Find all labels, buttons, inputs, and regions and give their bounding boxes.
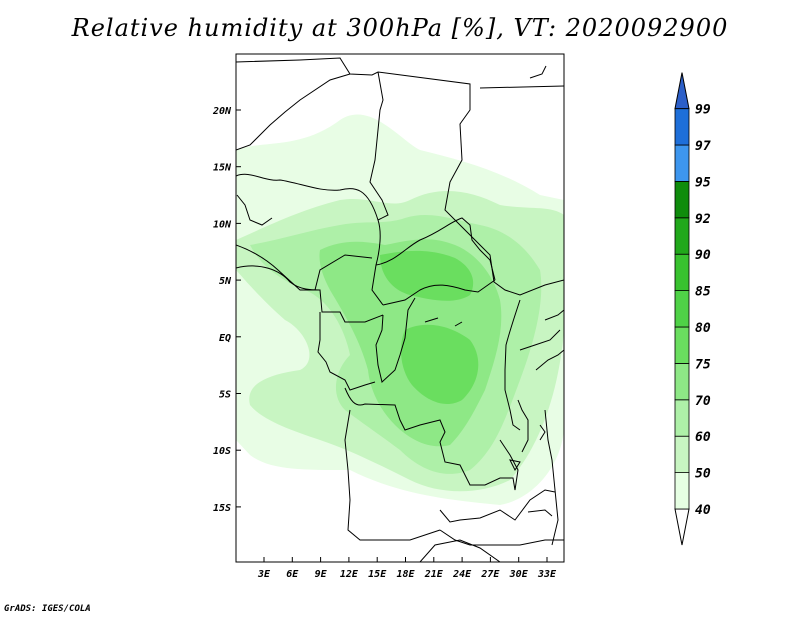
colorbar-label: 95 (695, 175, 711, 190)
colorbar-segment (674, 399, 690, 437)
lon-tick-label: 9E (315, 569, 328, 580)
colorbar-segment (674, 435, 690, 474)
colorbar-label: 75 (695, 357, 711, 372)
lon-tick-label: 30E (509, 569, 529, 580)
colorbar-segment (674, 253, 690, 291)
colorbar: 40 50 60 70 75 80 85 90 92 95 97 99 (674, 72, 711, 546)
colorbar-label: 50 (695, 467, 711, 482)
lon-tick-label: 24E (452, 569, 472, 580)
colorbar-segment (674, 144, 690, 182)
colorbar-segment (674, 180, 690, 219)
colorbar-segment (674, 290, 690, 328)
humidity-field (236, 114, 564, 506)
lon-tick-label: 3E (257, 569, 271, 580)
humidity-region-75 (380, 250, 474, 301)
colorbar-label: 99 (695, 103, 711, 118)
colorbar-segment (674, 217, 690, 255)
colorbar-segment (674, 362, 690, 401)
lat-tick-label: 15S (213, 503, 231, 514)
lon-tick-label: 33E (537, 569, 557, 580)
colorbar-segment (674, 326, 690, 364)
colorbar-segment (674, 108, 690, 146)
lon-tick-label: 21E (424, 569, 444, 580)
map-title: Relative humidity at 300hPa [%], VT: 202… (71, 14, 729, 42)
lat-tick-label: 20N (212, 106, 232, 117)
humidity-region-75-south (400, 324, 479, 405)
lon-tick-label: 15E (368, 569, 387, 580)
lat-tick-label: 5S (219, 390, 231, 401)
map-frame (235, 53, 565, 563)
lat-tick-label: 5N (219, 276, 232, 287)
longitude-axis: 3E 6E 9E 12E 15E 18E 21E 24E 27E 30E 33E (257, 557, 557, 580)
colorbar-lower-extend (674, 508, 690, 546)
colorbar-label: 60 (695, 430, 711, 445)
lat-tick-label: 10S (213, 446, 231, 457)
lat-tick-label: EQ (219, 333, 231, 344)
colorbar-label: 70 (695, 394, 711, 409)
colorbar-label: 85 (695, 285, 711, 300)
colorbar-label: 92 (695, 212, 711, 227)
grads-credit: GrADS: IGES/COLA (4, 604, 91, 614)
colorbar-label: 90 (695, 248, 711, 263)
lon-tick-label: 18E (396, 569, 415, 580)
colorbar-segment (674, 472, 690, 510)
lon-tick-label: 27E (480, 569, 500, 580)
lat-tick-label: 10N (213, 219, 232, 230)
colorbar-upper-extend (674, 72, 690, 110)
lon-tick-label: 6E (286, 569, 299, 580)
lat-tick-label: 15N (213, 163, 232, 174)
colorbar-label: 80 (695, 321, 711, 336)
colorbar-label: 40 (695, 503, 711, 518)
lon-tick-label: 12E (340, 569, 359, 580)
country-borders (236, 57, 564, 562)
latitude-axis: 20N 15N 10N 5N EQ 5S 10S 15S (212, 106, 241, 514)
colorbar-label: 97 (695, 139, 711, 154)
